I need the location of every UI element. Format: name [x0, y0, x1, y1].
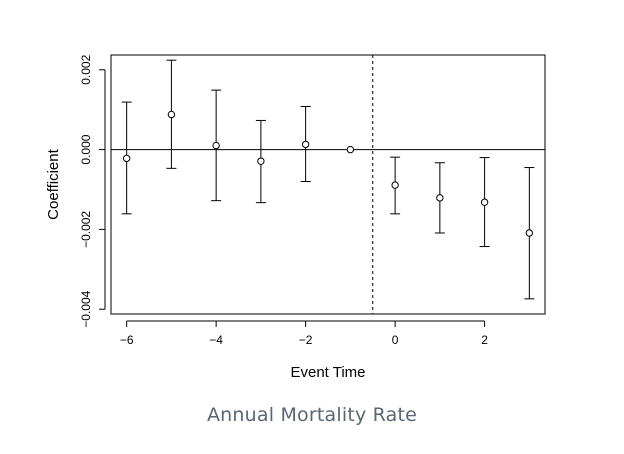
point-estimate [391, 181, 399, 189]
x-tick-label: −2 [299, 333, 313, 347]
point-estimate [480, 198, 489, 206]
x-tick-label: −6 [120, 333, 134, 347]
x-axis-title: Event Time [290, 364, 365, 381]
y-tick-label: −0.002 [79, 211, 93, 248]
point-estimate [346, 145, 355, 154]
figure-caption: Annual Mortality Rate [206, 404, 418, 426]
point-estimate [122, 154, 131, 163]
x-tick-label: −4 [209, 333, 223, 347]
point-estimate [436, 194, 444, 202]
point-estimate [301, 140, 310, 149]
point-estimate [525, 229, 534, 237]
y-tick-label: 0.000 [79, 134, 93, 164]
point-estimate [257, 157, 265, 165]
y-tick-label: −0.004 [79, 290, 93, 327]
point-estimate [167, 110, 176, 119]
plot-frame [110, 54, 546, 315]
x-tick-label: 0 [392, 333, 399, 347]
x-tick-label: 2 [481, 333, 488, 347]
point-estimate [212, 141, 220, 150]
y-axis-title: Coefficient [45, 148, 62, 219]
y-tick-label: 0.002 [79, 54, 93, 84]
event-study-chart: −6 −4 −2 0 2 −0.004 −0.002 0.000 0.002 Event Tim… [45, 54, 546, 381]
